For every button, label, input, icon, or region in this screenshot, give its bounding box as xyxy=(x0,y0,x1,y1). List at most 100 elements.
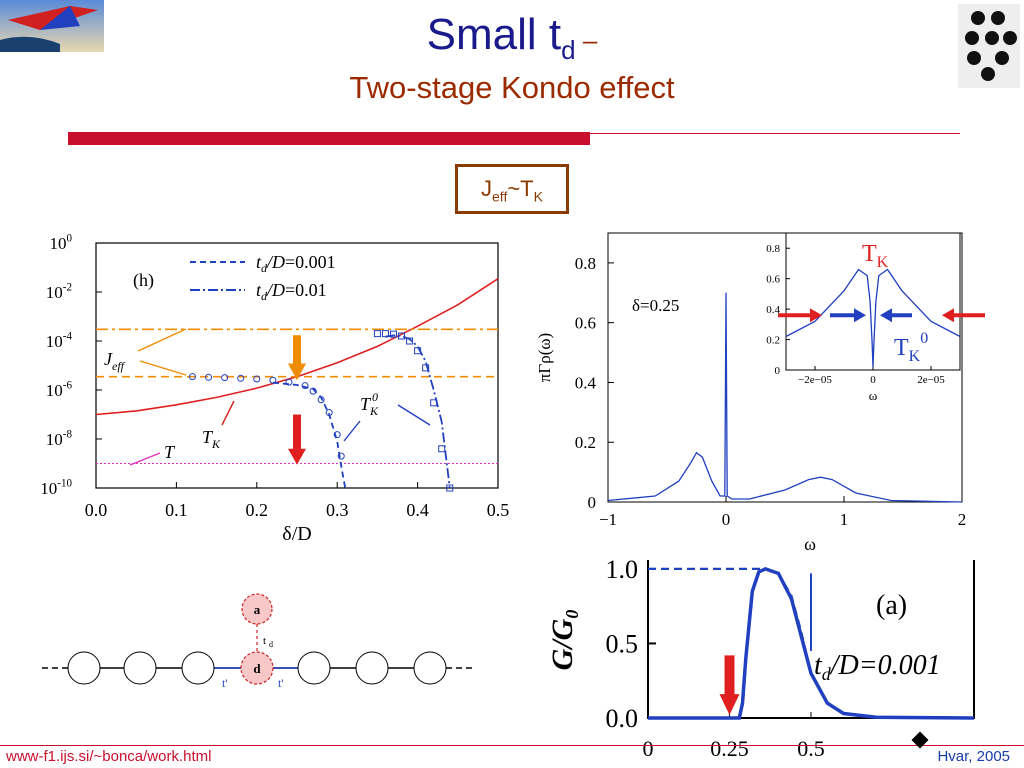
nrg-circle-point xyxy=(301,382,309,390)
tk-pointer xyxy=(221,400,235,426)
legend-label: td/D=0.001 xyxy=(256,252,336,275)
plot-frame xyxy=(607,232,963,503)
lattice-site xyxy=(355,651,389,685)
tk0-curve-001 xyxy=(272,381,347,489)
y-tick-label: 10-8 xyxy=(46,428,73,449)
y-tick-label: 0.4 xyxy=(575,373,597,392)
tk0-pointer xyxy=(397,404,431,426)
x-tick-label: 0.0 xyxy=(85,500,108,520)
panel-h-chart: 0.0 0.1 0.2 0.3 0.4 0.5 100 10-2 10-4 10-6 10-8 10-… xyxy=(40,232,510,545)
y-tick-label: 10-10 xyxy=(40,477,72,498)
y-tick-label: 0.8 xyxy=(575,254,596,273)
nrg-square-point xyxy=(414,347,422,355)
nrg-circle-point xyxy=(285,378,293,386)
nrg-circle-point xyxy=(253,375,261,383)
y-tick-label: 10-6 xyxy=(46,379,73,400)
kite-logo-image xyxy=(0,0,104,52)
inset-y-tick-label: 0.8 xyxy=(766,243,780,255)
x-tick-label: 1 xyxy=(840,510,849,529)
y-tick-label: 0.0 xyxy=(606,704,639,733)
jeff-pointer xyxy=(139,360,187,376)
nrg-square-point xyxy=(398,332,406,340)
nrg-square-point xyxy=(422,364,430,372)
nrg-circle-point xyxy=(317,396,325,404)
nrg-square-point xyxy=(373,330,381,338)
nrg-circle-point xyxy=(205,373,213,381)
x-tick-label: 0.5 xyxy=(487,500,510,520)
y-tick-label: 0.6 xyxy=(575,314,596,333)
y-axis-label: πΓρ(ω) xyxy=(535,333,554,382)
tk-annotation: TK xyxy=(202,427,221,451)
nrg-square-point xyxy=(381,330,389,338)
conductance-solid-curve xyxy=(648,567,975,720)
delta-annotation: δ=0.25 xyxy=(632,296,679,315)
inset-y-tick-label: 0.2 xyxy=(766,335,780,347)
tk-arrow-right-head xyxy=(942,308,954,323)
y-tick-label: 10-4 xyxy=(46,330,73,351)
inset-y-tick-label: 0.4 xyxy=(766,304,780,316)
footer-url-link[interactable]: www-f1.ijs.si/~bonca/work.html xyxy=(6,748,212,765)
svg-text:a: a xyxy=(254,602,261,617)
spectral-chart: −1 0 1 200.20.40.60.8ωπΓρ(ω)δ=0.2500.20.40.… xyxy=(535,232,985,554)
title-divider-line xyxy=(590,133,960,134)
nrg-circle-point xyxy=(269,376,277,384)
y-tick-label: 0 xyxy=(588,493,597,512)
impurity-site-d xyxy=(240,651,274,685)
footer-venue: Hvar, 2005 xyxy=(937,748,1010,765)
inset-y-tick-label: 0.6 xyxy=(766,274,780,286)
lattice-site xyxy=(413,651,447,685)
temperature-pointer xyxy=(129,452,161,466)
x-tick-label: 2 xyxy=(958,510,967,529)
nrg-square-point xyxy=(438,445,446,453)
inset-frame xyxy=(785,232,961,371)
inset-y-tick-label: 0 xyxy=(775,365,781,377)
lattice-site xyxy=(123,651,157,685)
x-tick-label: 0.2 xyxy=(246,500,269,520)
jeff-arrow xyxy=(288,335,306,381)
y-tick-label: 100 xyxy=(49,232,72,253)
nrg-square-point xyxy=(406,337,414,345)
slide-title: Small td – xyxy=(426,10,598,65)
svg-text:d: d xyxy=(269,640,273,649)
nrg-circle-point xyxy=(237,374,245,382)
nrg-circle-point xyxy=(333,431,341,439)
jeff-tk-box: Jeff~TK xyxy=(455,164,569,214)
tk0-arrow-left-head xyxy=(854,308,866,323)
x-tick-label: 0.5 xyxy=(797,736,825,760)
x-axis-label: ω xyxy=(804,534,816,554)
lattice-site xyxy=(67,651,101,685)
inset-x-tick-label: 0 xyxy=(870,374,876,386)
temperature-arrow xyxy=(288,414,306,465)
y-tick-label: 0.5 xyxy=(606,629,639,658)
x-tick-label: −1 xyxy=(599,510,617,529)
title-divider-bar xyxy=(68,132,590,145)
inset-tk-label: TK xyxy=(862,241,889,271)
tk0-arrow-right-head xyxy=(880,308,892,323)
nrg-circle-point xyxy=(188,373,196,381)
x-tick-label: 0 xyxy=(722,510,731,529)
delta-arrow xyxy=(719,655,740,716)
temperature-annotation: T xyxy=(164,442,176,462)
x-axis-label: δ/D xyxy=(282,523,311,545)
tk0-annotation: TK0 xyxy=(360,390,379,418)
slide-subtitle: Two-stage Kondo effect xyxy=(349,70,675,105)
svg-text:t': t' xyxy=(222,676,228,690)
plot-frame xyxy=(95,242,499,489)
jeff-annotation: Jeff xyxy=(104,349,126,373)
y-tick-label: 0.2 xyxy=(575,433,596,452)
panel-label: (a) xyxy=(876,590,907,621)
y-tick-label: 1.0 xyxy=(606,560,639,584)
dots-logo-image xyxy=(958,4,1020,88)
y-axis-label: G/G0 xyxy=(546,610,582,671)
x-tick-label: 0.4 xyxy=(406,500,429,520)
legend-label: td/D=0.01 xyxy=(256,280,327,303)
nrg-square-point xyxy=(446,484,454,492)
y-tick-label: 10-2 xyxy=(46,281,72,302)
lattice-site xyxy=(297,651,331,685)
svg-text:d: d xyxy=(253,661,261,676)
inset-tk0-label: TK0 xyxy=(894,330,928,365)
td-annotation: td/D=0.001 xyxy=(814,650,941,684)
nrg-circle-point xyxy=(337,452,345,460)
